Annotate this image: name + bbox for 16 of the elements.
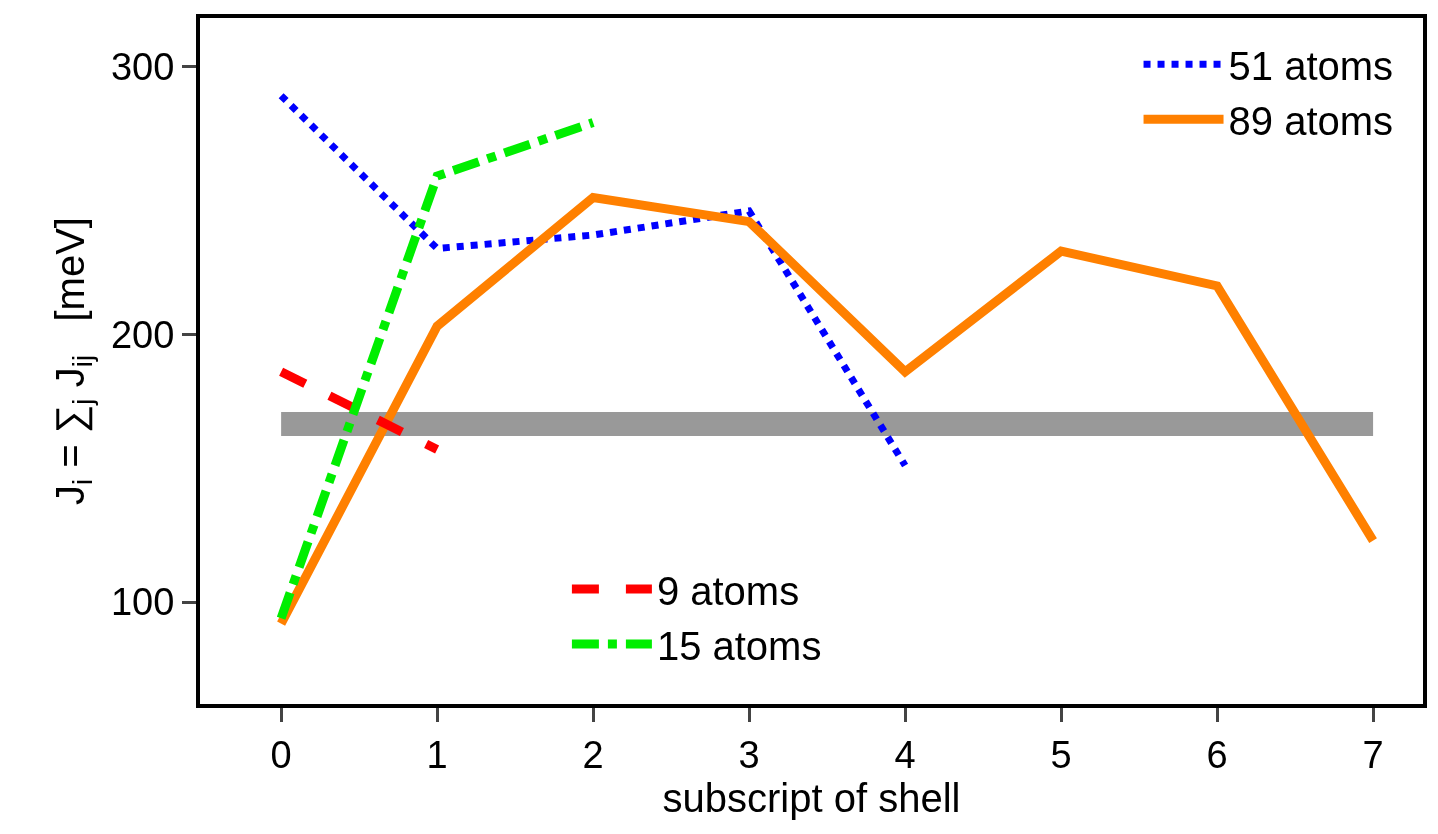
- x-tick-label: 7: [1362, 733, 1384, 776]
- legend-label: 15 atoms: [656, 623, 822, 668]
- x-tick-label: 5: [1050, 733, 1072, 776]
- legend-label: 9 atoms: [656, 568, 800, 613]
- x-tick-label: 6: [1206, 733, 1228, 776]
- y-tick-label: 100: [110, 581, 175, 624]
- x-axis-title: subscript of shell: [662, 775, 961, 820]
- y-tick-label: 300: [110, 45, 175, 88]
- x-tick-label: 2: [582, 733, 604, 776]
- legend-label: 89 atoms: [1228, 98, 1394, 143]
- x-tick-label: 1: [426, 733, 448, 776]
- x-tick-label: 3: [738, 733, 760, 776]
- x-tick-label: 0: [270, 733, 292, 776]
- x-tick-label: 4: [894, 733, 916, 776]
- legend-label: 51 atoms: [1228, 43, 1394, 88]
- y-tick-label: 200: [110, 313, 175, 356]
